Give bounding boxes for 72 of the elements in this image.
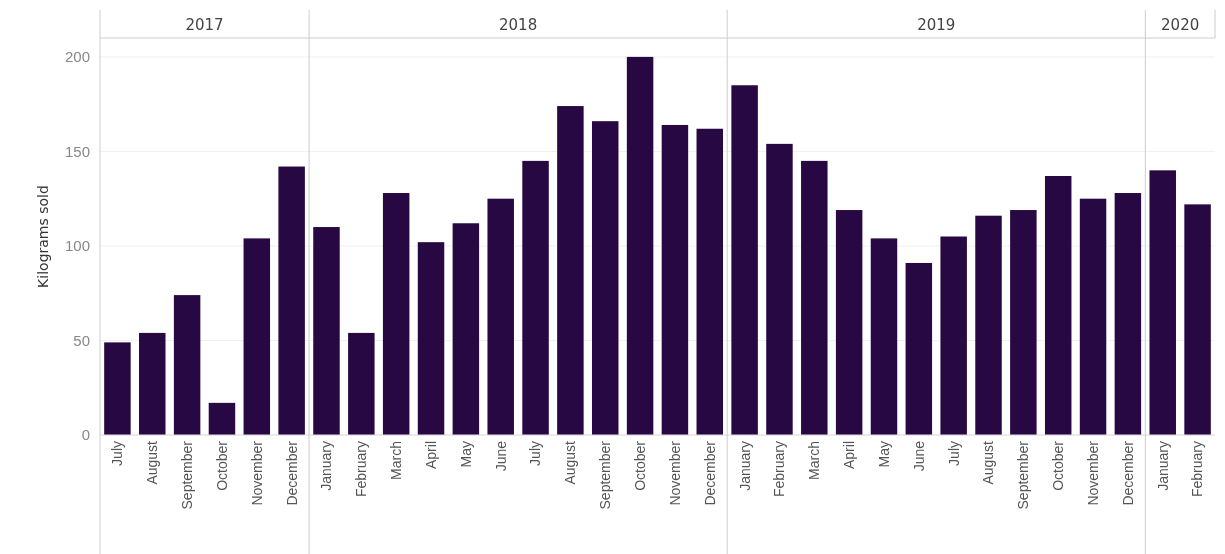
x-tick-label: February xyxy=(353,441,370,498)
bar xyxy=(626,56,654,435)
x-tick-label: August xyxy=(562,440,579,485)
bar xyxy=(208,402,236,435)
x-tick-label: September xyxy=(1015,440,1032,510)
x-tick-label: March xyxy=(806,441,823,480)
x-tick-label: February xyxy=(771,441,788,498)
x-tick-label: June xyxy=(492,440,509,472)
bar xyxy=(591,121,619,435)
chart-title: 2017 xyxy=(185,16,224,34)
bar xyxy=(487,198,514,435)
bar xyxy=(278,166,305,435)
bar xyxy=(1079,198,1107,435)
bar xyxy=(104,342,131,435)
bar xyxy=(1044,176,1072,435)
bar xyxy=(243,238,271,435)
x-tick-label: December xyxy=(1119,440,1136,506)
x-tick-label: November xyxy=(1084,440,1101,506)
bar xyxy=(557,106,584,435)
y-tick-label: 0 xyxy=(81,426,90,444)
bar xyxy=(452,223,480,435)
bar xyxy=(139,332,166,435)
bar xyxy=(905,262,933,435)
x-tick-label: September xyxy=(179,440,196,510)
x-tick-label: December xyxy=(701,440,718,506)
bar xyxy=(766,143,793,435)
x-tick-label: November xyxy=(248,440,265,506)
x-tick-label: April xyxy=(422,441,439,470)
bar xyxy=(417,242,445,435)
bar xyxy=(173,295,201,435)
x-tick-label: October xyxy=(213,440,230,491)
bar xyxy=(940,236,967,435)
bar xyxy=(835,210,863,435)
x-tick-label: February xyxy=(1189,441,1206,498)
bar xyxy=(348,332,375,435)
y-tick-label: 50 xyxy=(73,331,90,349)
x-tick-label: September xyxy=(597,440,614,510)
bar xyxy=(975,215,1002,435)
bar xyxy=(696,128,724,435)
x-tick-label: July xyxy=(527,441,544,466)
bar xyxy=(661,124,689,435)
bar xyxy=(1010,210,1037,435)
x-tick-label: June xyxy=(910,440,927,472)
x-tick-label: October xyxy=(1050,440,1067,491)
x-tick-label: May xyxy=(457,441,474,468)
chart-title: 2020 xyxy=(1161,16,1200,34)
x-tick-label: July xyxy=(109,441,126,466)
chart-title: 2018 xyxy=(499,16,538,34)
x-tick-label: May xyxy=(875,441,892,468)
x-tick-label: November xyxy=(666,440,683,506)
bar xyxy=(522,160,549,435)
bar xyxy=(731,85,758,435)
y-tick-label: 200 xyxy=(64,48,90,66)
bar xyxy=(313,227,340,435)
x-tick-label: April xyxy=(841,441,858,470)
y-axis-title: Kilograms sold xyxy=(35,185,51,288)
y-tick-label: 150 xyxy=(64,142,90,160)
bar xyxy=(382,193,410,435)
x-tick-label: August xyxy=(980,440,997,485)
x-tick-label: December xyxy=(283,440,300,506)
x-tick-label: March xyxy=(388,441,405,480)
bar xyxy=(870,238,898,435)
chart-title: 2019 xyxy=(917,16,956,34)
x-tick-label: January xyxy=(1154,441,1171,491)
bar xyxy=(1114,193,1142,435)
x-tick-label: January xyxy=(736,441,753,491)
x-tick-label: January xyxy=(318,441,335,491)
x-tick-label: August xyxy=(144,440,161,485)
bar xyxy=(801,160,828,435)
x-tick-label: July xyxy=(945,441,962,466)
x-tick-label: October xyxy=(631,440,648,491)
y-tick-label: 100 xyxy=(64,237,90,255)
